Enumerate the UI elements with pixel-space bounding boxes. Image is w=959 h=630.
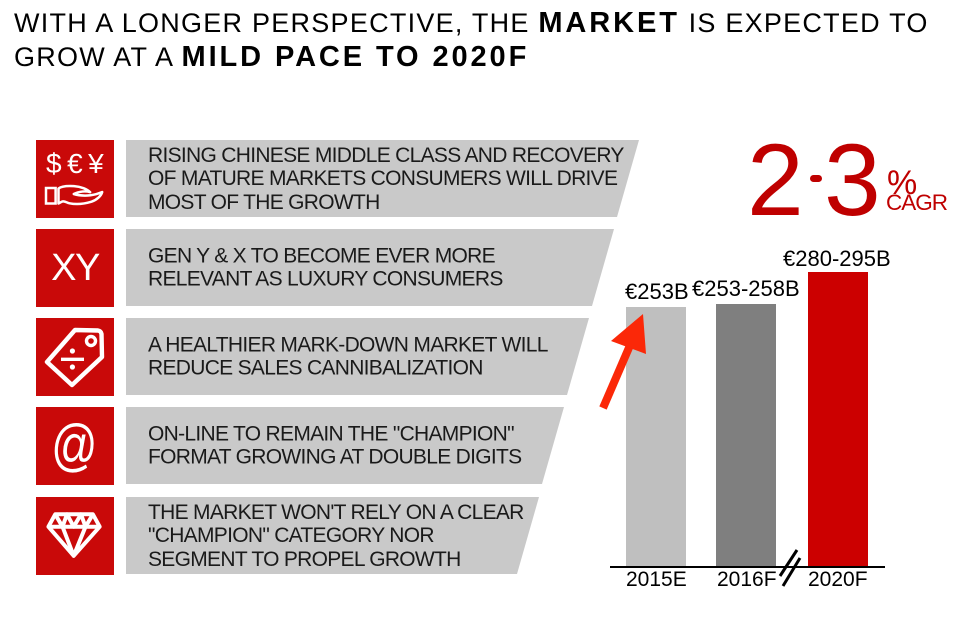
svg-text:@: @ <box>51 413 97 477</box>
svg-text:$€¥: $€¥ <box>46 148 109 179</box>
